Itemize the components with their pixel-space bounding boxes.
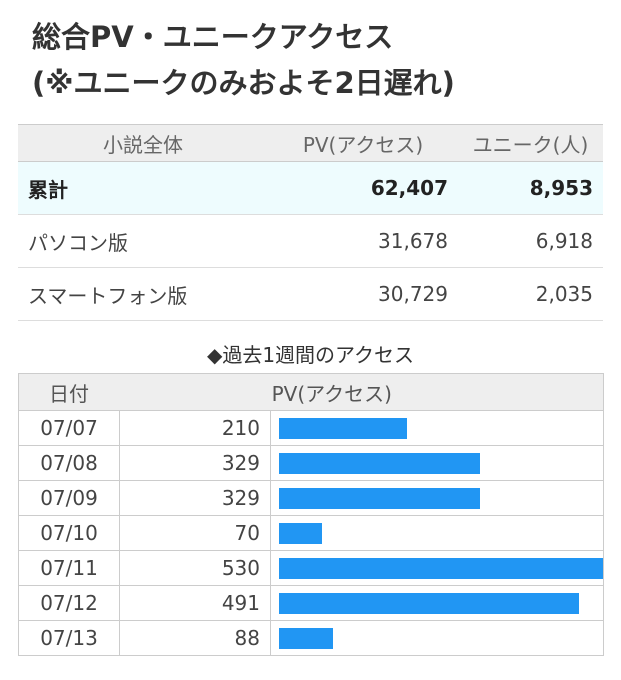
weekly-caption: ◆過去1週間のアクセス — [206, 343, 415, 367]
summary-row-smartphone: スマートフォン版 30,729 2,035 — [18, 267, 603, 321]
weekly-row-date: 07/11 — [17, 550, 121, 586]
weekly-row-pv: 210 — [119, 410, 271, 446]
weekly-row-date: 07/13 — [17, 620, 121, 656]
summary-header-category: 小説全体 — [18, 124, 268, 162]
summary-header-row: 小説全体 PV(アクセス) ユニーク(人) — [18, 124, 603, 162]
weekly-row-bar-cell — [270, 585, 604, 621]
weekly-row: 07/11 530 — [17, 550, 604, 586]
weekly-row: 07/10 70 — [17, 515, 604, 551]
summary-row-total: 累計 62,407 8,953 — [18, 161, 603, 215]
weekly-row-bar — [279, 417, 407, 439]
weekly-row: 07/12 491 — [17, 585, 604, 621]
weekly-header-pv: PV(アクセス) — [119, 373, 604, 411]
summary-row-label: スマートフォン版 — [18, 267, 268, 321]
weekly-table: 日付 PV(アクセス) 07/07 210 07/08 329 07/09 329 07/1… — [17, 373, 604, 656]
weekly-row-bar — [279, 522, 322, 544]
weekly-row-date: 07/09 — [17, 480, 121, 516]
weekly-row-pv: 491 — [119, 585, 271, 621]
weekly-header-row: 日付 PV(アクセス) — [17, 373, 604, 411]
weekly-row-date: 07/07 — [17, 410, 121, 446]
weekly-row: 07/09 329 — [17, 480, 604, 516]
weekly-row-pv: 329 — [119, 480, 271, 516]
weekly-row-bar-cell — [270, 445, 604, 481]
weekly-row-date: 07/08 — [17, 445, 121, 481]
weekly-row-bar-cell — [270, 550, 604, 586]
summary-header-pv: PV(アクセス) — [268, 124, 458, 162]
weekly-row-bar-cell — [270, 620, 604, 656]
weekly-row-bar — [279, 452, 480, 474]
summary-row-pv: 30,729 — [268, 267, 458, 321]
weekly-row-pv: 88 — [119, 620, 271, 656]
weekly-row-pv: 530 — [119, 550, 271, 586]
summary-row-pc: パソコン版 31,678 6,918 — [18, 214, 603, 268]
summary-row-unique: 8,953 — [458, 161, 603, 215]
weekly-row-date: 07/12 — [17, 585, 121, 621]
summary-row-unique: 6,918 — [458, 214, 603, 268]
summary-header-unique: ユニーク(人) — [458, 124, 603, 162]
weekly-row-bar-cell — [270, 410, 604, 446]
weekly-row: 07/13 88 — [17, 620, 604, 656]
summary-row-unique: 2,035 — [458, 267, 603, 321]
weekly-row-bar — [279, 557, 603, 579]
summary-table: 小説全体 PV(アクセス) ユニーク(人) 累計 62,407 8,953 パソ… — [18, 124, 603, 321]
weekly-row-bar — [279, 627, 333, 649]
weekly-row: 07/08 329 — [17, 445, 604, 481]
weekly-row-pv: 329 — [119, 445, 271, 481]
summary-row-pv: 62,407 — [268, 161, 458, 215]
page-title: 総合PV・ユニークアクセス (※ユニークのみおよそ2日遅れ) — [32, 14, 602, 106]
summary-row-label: 累計 — [18, 161, 268, 215]
summary-row-pv: 31,678 — [268, 214, 458, 268]
weekly-row: 07/07 210 — [17, 410, 604, 446]
weekly-row-bar-cell — [270, 480, 604, 516]
page-title-line1: 総合PV・ユニークアクセス — [32, 20, 394, 54]
page-title-line2: (※ユニークのみおよそ2日遅れ) — [32, 66, 455, 100]
weekly-row-pv: 70 — [119, 515, 271, 551]
weekly-row-date: 07/10 — [17, 515, 121, 551]
weekly-row-bar — [279, 487, 480, 509]
weekly-row-bar-cell — [270, 515, 604, 551]
summary-row-label: パソコン版 — [18, 214, 268, 268]
weekly-header-date: 日付 — [17, 373, 120, 411]
weekly-row-bar — [279, 592, 579, 614]
weekly-body: 07/07 210 07/08 329 07/09 329 07/10 70 07/11 530 0… — [17, 410, 604, 656]
